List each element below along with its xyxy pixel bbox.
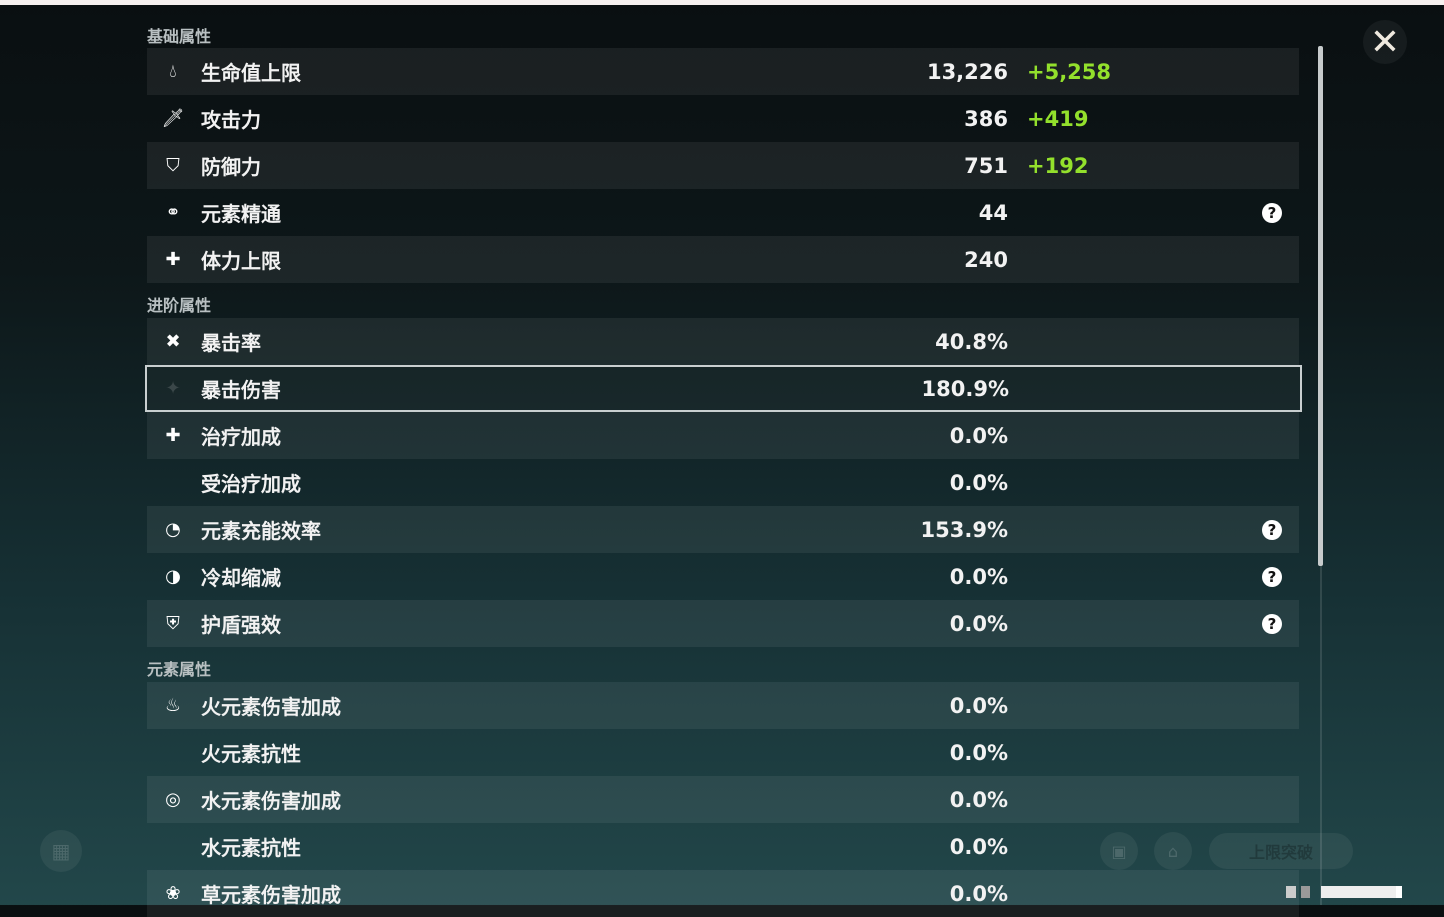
stat-row[interactable]: ◑ 冷却缩减 0.0%? [147,553,1299,600]
stat-value: 0.0% [949,423,1008,448]
help-icon[interactable]: ? [1262,519,1282,540]
stat-value: 0.0% [949,881,1008,906]
stat-value: 40.8% [935,329,1008,354]
stat-label: 草元素伤害加成 [201,883,341,907]
stat-row[interactable]: ✚ 治疗加成 0.0% [147,412,1299,459]
ascend-button[interactable]: 上限突破 [1209,833,1353,869]
pyro-icon: ♨ [164,695,182,716]
stat-row[interactable]: ◎ 水元素伤害加成 0.0% [147,776,1299,823]
stat-label: 水元素伤害加成 [201,789,341,813]
section-advanced-attributes: 进阶属性 [147,296,212,315]
stat-value: 153.9% [920,517,1008,542]
stat-row[interactable]: ◔ 元素充能效率 153.9%? [147,506,1299,553]
healing-icon: ✚ [165,425,181,446]
stat-row[interactable]: ❀ 草元素伤害加成 0.0% [147,870,1299,917]
stat-value: 180.9% [921,376,1009,401]
outfit-hanger-icon[interactable]: ⌂ [1154,832,1192,870]
hp-drop-icon: 💧︎ [169,61,177,82]
window-top-strip [0,0,1444,5]
sword-icon: 🗡︎ [161,108,185,129]
stat-label: 护盾强效 [201,613,281,637]
scrollbar-track[interactable] [1320,566,1322,905]
stat-row[interactable]: ✦ 暴击伤害 180.9% [145,365,1302,412]
close-icon: ✕ [1369,21,1401,63]
section-elemental-attributes: 元素属性 [147,660,212,679]
stat-row[interactable]: 水元素抗性 0.0% [147,823,1299,870]
stat-label: 生命值上限 [201,61,301,85]
stat-label: 水元素抗性 [201,836,301,860]
uid-pixelated [1286,886,1402,898]
profile-card-icon[interactable]: ▣ [1100,832,1138,870]
stat-label: 暴击率 [201,331,261,355]
stat-bonus: +5,258 [1027,59,1112,84]
elemental-mastery-icon: ⚭ [165,202,181,223]
shield-strength-icon: ⛨ [166,613,180,634]
menu-grid-icon[interactable]: ▦ [40,830,82,872]
help-icon[interactable]: ? [1262,202,1282,223]
stat-value: 0.0% [949,740,1008,765]
stat-bonus: +192 [1027,153,1089,178]
crit-dmg-icon: ✦ [165,378,181,399]
stat-label: 体力上限 [201,249,281,273]
stat-row[interactable]: ⛉ 防御力 751 +192 [147,142,1299,189]
stat-label: 治疗加成 [201,425,281,449]
stat-value: 0.0% [949,470,1008,495]
scrollbar-thumb[interactable] [1318,46,1323,566]
shield-icon: ⛉ [166,155,180,176]
stat-value: 751 [964,153,1008,178]
help-icon[interactable]: ? [1262,566,1282,587]
dendro-icon: ❀ [165,883,181,904]
stat-label: 暴击伤害 [201,378,281,402]
energy-recharge-icon: ◔ [165,519,181,540]
stat-value: 13,226 [926,59,1008,84]
stat-row[interactable]: ⚭ 元素精通 44? [147,189,1299,236]
stamina-icon: ✚ [165,249,181,270]
stat-label: 防御力 [201,155,261,179]
stat-row[interactable]: 火元素抗性 0.0% [147,729,1299,776]
crit-rate-icon: ✖ [165,331,181,352]
stat-label: 火元素伤害加成 [201,695,341,719]
stat-label: 火元素抗性 [201,742,301,766]
stat-value: 386 [964,106,1008,131]
stat-value: 0.0% [949,693,1008,718]
stat-value: 240 [964,247,1008,272]
stat-label: 冷却缩减 [201,566,281,590]
stat-value: 0.0% [949,834,1008,859]
close-button[interactable]: ✕ [1363,20,1407,64]
stat-row[interactable]: ⛨ 护盾强效 0.0%? [147,600,1299,647]
stat-value: 44 [978,200,1008,225]
cooldown-icon: ◑ [165,566,181,587]
stat-value: 0.0% [949,787,1008,812]
stat-row[interactable]: 受治疗加成 0.0% [147,459,1299,506]
section-base-attributes: 基础属性 [147,27,212,46]
stat-row[interactable]: ✖ 暴击率 40.8% [147,318,1299,365]
stat-row[interactable]: 💧︎ 生命值上限 13,226 +5,258 [147,48,1299,95]
stat-label: 元素充能效率 [201,519,321,543]
stat-label: 攻击力 [201,108,261,132]
stat-row[interactable]: ✚ 体力上限 240 [147,236,1299,283]
stat-value: 0.0% [949,564,1008,589]
stat-value: 0.0% [949,611,1008,636]
help-icon[interactable]: ? [1262,613,1282,634]
hydro-icon: ◎ [165,789,181,810]
stat-row[interactable]: ♨ 火元素伤害加成 0.0% [147,682,1299,729]
stat-bonus: +419 [1027,106,1089,131]
stat-label: 受治疗加成 [201,472,301,496]
stat-label: 元素精通 [201,202,281,226]
stat-row[interactable]: 🗡︎ 攻击力 386 +419 [147,95,1299,142]
